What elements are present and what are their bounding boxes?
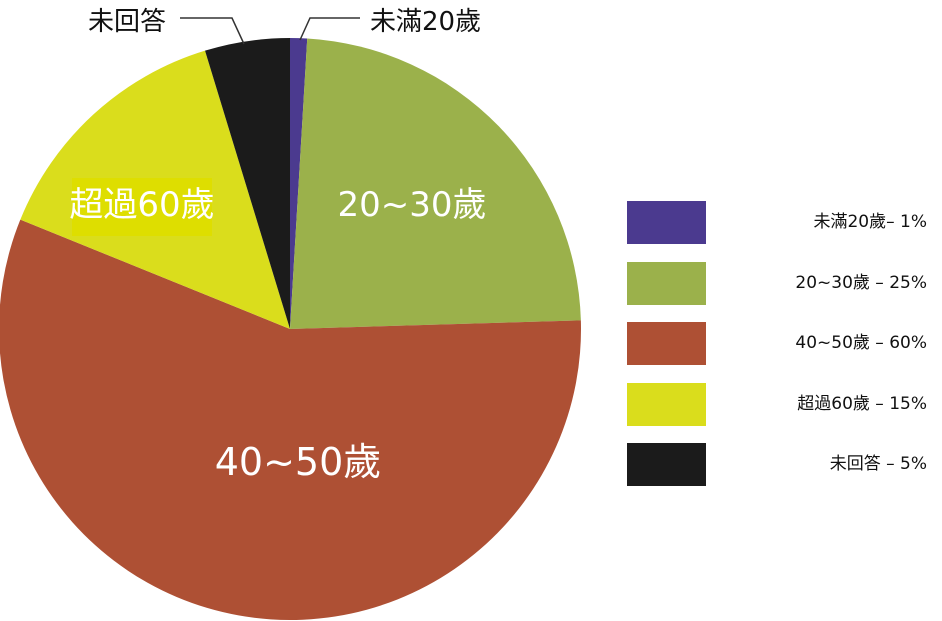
legend-label: 超過60歲 – 15%: [797, 393, 927, 414]
legend-label: 40~50歲 – 60%: [795, 333, 927, 353]
legend-swatch: [627, 322, 706, 365]
legend-item: 未滿20歲– 1%: [627, 201, 927, 244]
legend-label: 20~30歲 – 25%: [795, 272, 927, 293]
legend-item: 40~50歲 – 60%: [627, 322, 927, 365]
callout-line: [299, 17, 360, 41]
pie-slice: [290, 38, 581, 329]
legend-swatch: [627, 201, 706, 244]
pie-slice: [205, 38, 290, 329]
callout-lines: [180, 17, 360, 45]
slice-labels: 未滿20歲 20~30歲 40~50歲 超過60歲 未回答: [69, 7, 486, 484]
legend-item: 超過60歲 – 15%: [627, 382, 927, 426]
label-highlight: [72, 178, 212, 236]
callout-label: 未回答: [88, 7, 166, 37]
legend-swatch: [627, 261, 706, 305]
callout-line: [180, 17, 245, 45]
callout-label: 未滿20歲: [370, 7, 481, 37]
legend-label: 未回答 – 5%: [829, 454, 927, 474]
slice-label: 超過60歲: [69, 185, 214, 225]
slice-label: 40~50歲: [215, 440, 382, 484]
pie-chart: 未滿20歲 20~30歲 40~50歲 超過60歲 未回答: [0, 7, 581, 620]
pie-slice: [290, 38, 308, 329]
legend-label: 未滿20歲– 1%: [813, 212, 927, 232]
legend-swatch: [627, 443, 706, 486]
pie-slice: [0, 219, 581, 620]
slice-label: 20~30歲: [337, 185, 486, 225]
pie-slices: [0, 38, 581, 620]
legend-swatch: [627, 382, 706, 426]
legend-item: 未回答 – 5%: [627, 443, 927, 486]
legend-item: 20~30歲 – 25%: [627, 261, 927, 305]
legend: 未滿20歲– 1% 20~30歲 – 25% 40~50歲 – 60% 超過60…: [627, 201, 927, 504]
